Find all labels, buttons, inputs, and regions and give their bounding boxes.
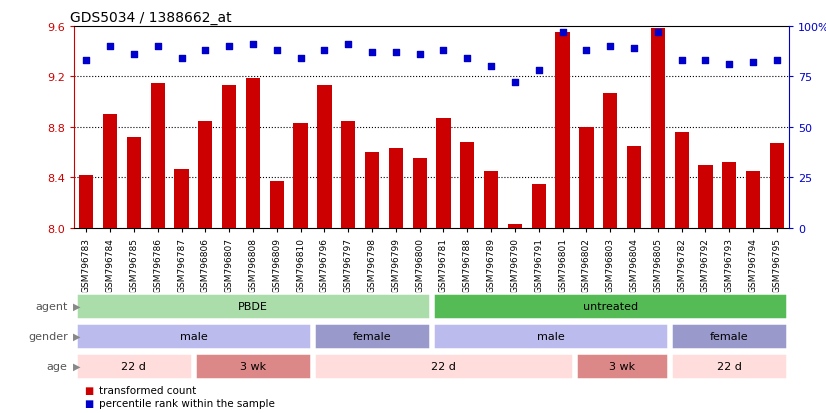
Point	[651, 30, 664, 36]
Bar	[126, 138, 141, 228]
Bar	[103, 115, 117, 228]
Bar	[246, 78, 260, 228]
Point	[222, 44, 235, 50]
Text: male: male	[179, 331, 207, 341]
Point	[127, 52, 140, 58]
Point	[580, 48, 593, 55]
Point	[318, 48, 331, 55]
FancyBboxPatch shape	[76, 353, 192, 379]
Bar	[651, 29, 665, 228]
Point	[556, 30, 569, 36]
Point	[103, 44, 116, 50]
Point	[532, 68, 545, 74]
Point	[508, 80, 521, 87]
Bar	[198, 121, 212, 228]
FancyBboxPatch shape	[195, 353, 311, 379]
Text: 22 d: 22 d	[121, 361, 146, 371]
Bar	[150, 83, 165, 228]
Bar	[293, 124, 308, 228]
Bar	[317, 86, 331, 228]
Text: ■: ■	[84, 398, 93, 408]
Text: female: female	[710, 331, 748, 341]
Point	[675, 58, 688, 64]
FancyBboxPatch shape	[314, 323, 430, 349]
Bar	[627, 147, 641, 228]
Text: transformed count: transformed count	[99, 385, 197, 395]
Bar	[269, 182, 284, 228]
FancyBboxPatch shape	[433, 323, 668, 349]
Bar	[722, 163, 737, 228]
Bar	[412, 159, 427, 228]
Bar	[532, 184, 546, 228]
FancyBboxPatch shape	[433, 294, 787, 319]
Bar	[222, 86, 236, 228]
Text: ■: ■	[84, 385, 93, 395]
Point	[747, 60, 760, 66]
Bar	[436, 119, 451, 228]
Text: 3 wk: 3 wk	[240, 361, 266, 371]
Text: female: female	[353, 331, 392, 341]
Text: age: age	[47, 361, 68, 371]
Bar	[484, 172, 498, 228]
Text: gender: gender	[28, 331, 68, 341]
Bar	[174, 169, 188, 228]
Point	[604, 44, 617, 50]
Point	[389, 50, 402, 56]
Point	[723, 62, 736, 69]
Point	[175, 56, 188, 62]
Bar	[675, 133, 689, 228]
Text: untreated: untreated	[582, 301, 638, 311]
Point	[151, 44, 164, 50]
Point	[199, 48, 212, 55]
Bar	[341, 121, 355, 228]
Bar	[746, 172, 760, 228]
Point	[79, 58, 93, 64]
Point	[294, 56, 307, 62]
Point	[413, 52, 426, 58]
Point	[365, 50, 378, 56]
Text: PBDE: PBDE	[238, 301, 268, 311]
Point	[437, 48, 450, 55]
Bar	[698, 165, 713, 228]
Point	[461, 56, 474, 62]
Point	[270, 48, 283, 55]
Text: male: male	[537, 331, 564, 341]
Text: ▶: ▶	[73, 301, 80, 311]
Bar	[365, 153, 379, 228]
Bar	[508, 225, 522, 228]
Bar	[555, 33, 570, 228]
Bar	[603, 94, 617, 228]
Point	[771, 58, 784, 64]
FancyBboxPatch shape	[672, 353, 787, 379]
FancyBboxPatch shape	[76, 323, 311, 349]
FancyBboxPatch shape	[576, 353, 668, 379]
Text: 22 d: 22 d	[717, 361, 742, 371]
Bar	[770, 144, 784, 228]
FancyBboxPatch shape	[76, 294, 430, 319]
Text: 3 wk: 3 wk	[609, 361, 635, 371]
Text: 22 d: 22 d	[431, 361, 456, 371]
Text: ▶: ▶	[73, 361, 80, 371]
Bar	[389, 149, 403, 228]
Bar	[79, 176, 93, 228]
Point	[485, 64, 498, 71]
Text: percentile rank within the sample: percentile rank within the sample	[99, 398, 275, 408]
Point	[628, 46, 641, 52]
Text: GDS5034 / 1388662_at: GDS5034 / 1388662_at	[70, 11, 232, 25]
Point	[246, 42, 259, 48]
FancyBboxPatch shape	[314, 353, 573, 379]
Point	[699, 58, 712, 64]
FancyBboxPatch shape	[672, 323, 787, 349]
Bar	[460, 143, 474, 228]
Text: ▶: ▶	[73, 331, 80, 341]
Text: agent: agent	[36, 301, 68, 311]
Bar	[579, 128, 594, 228]
Point	[342, 42, 355, 48]
